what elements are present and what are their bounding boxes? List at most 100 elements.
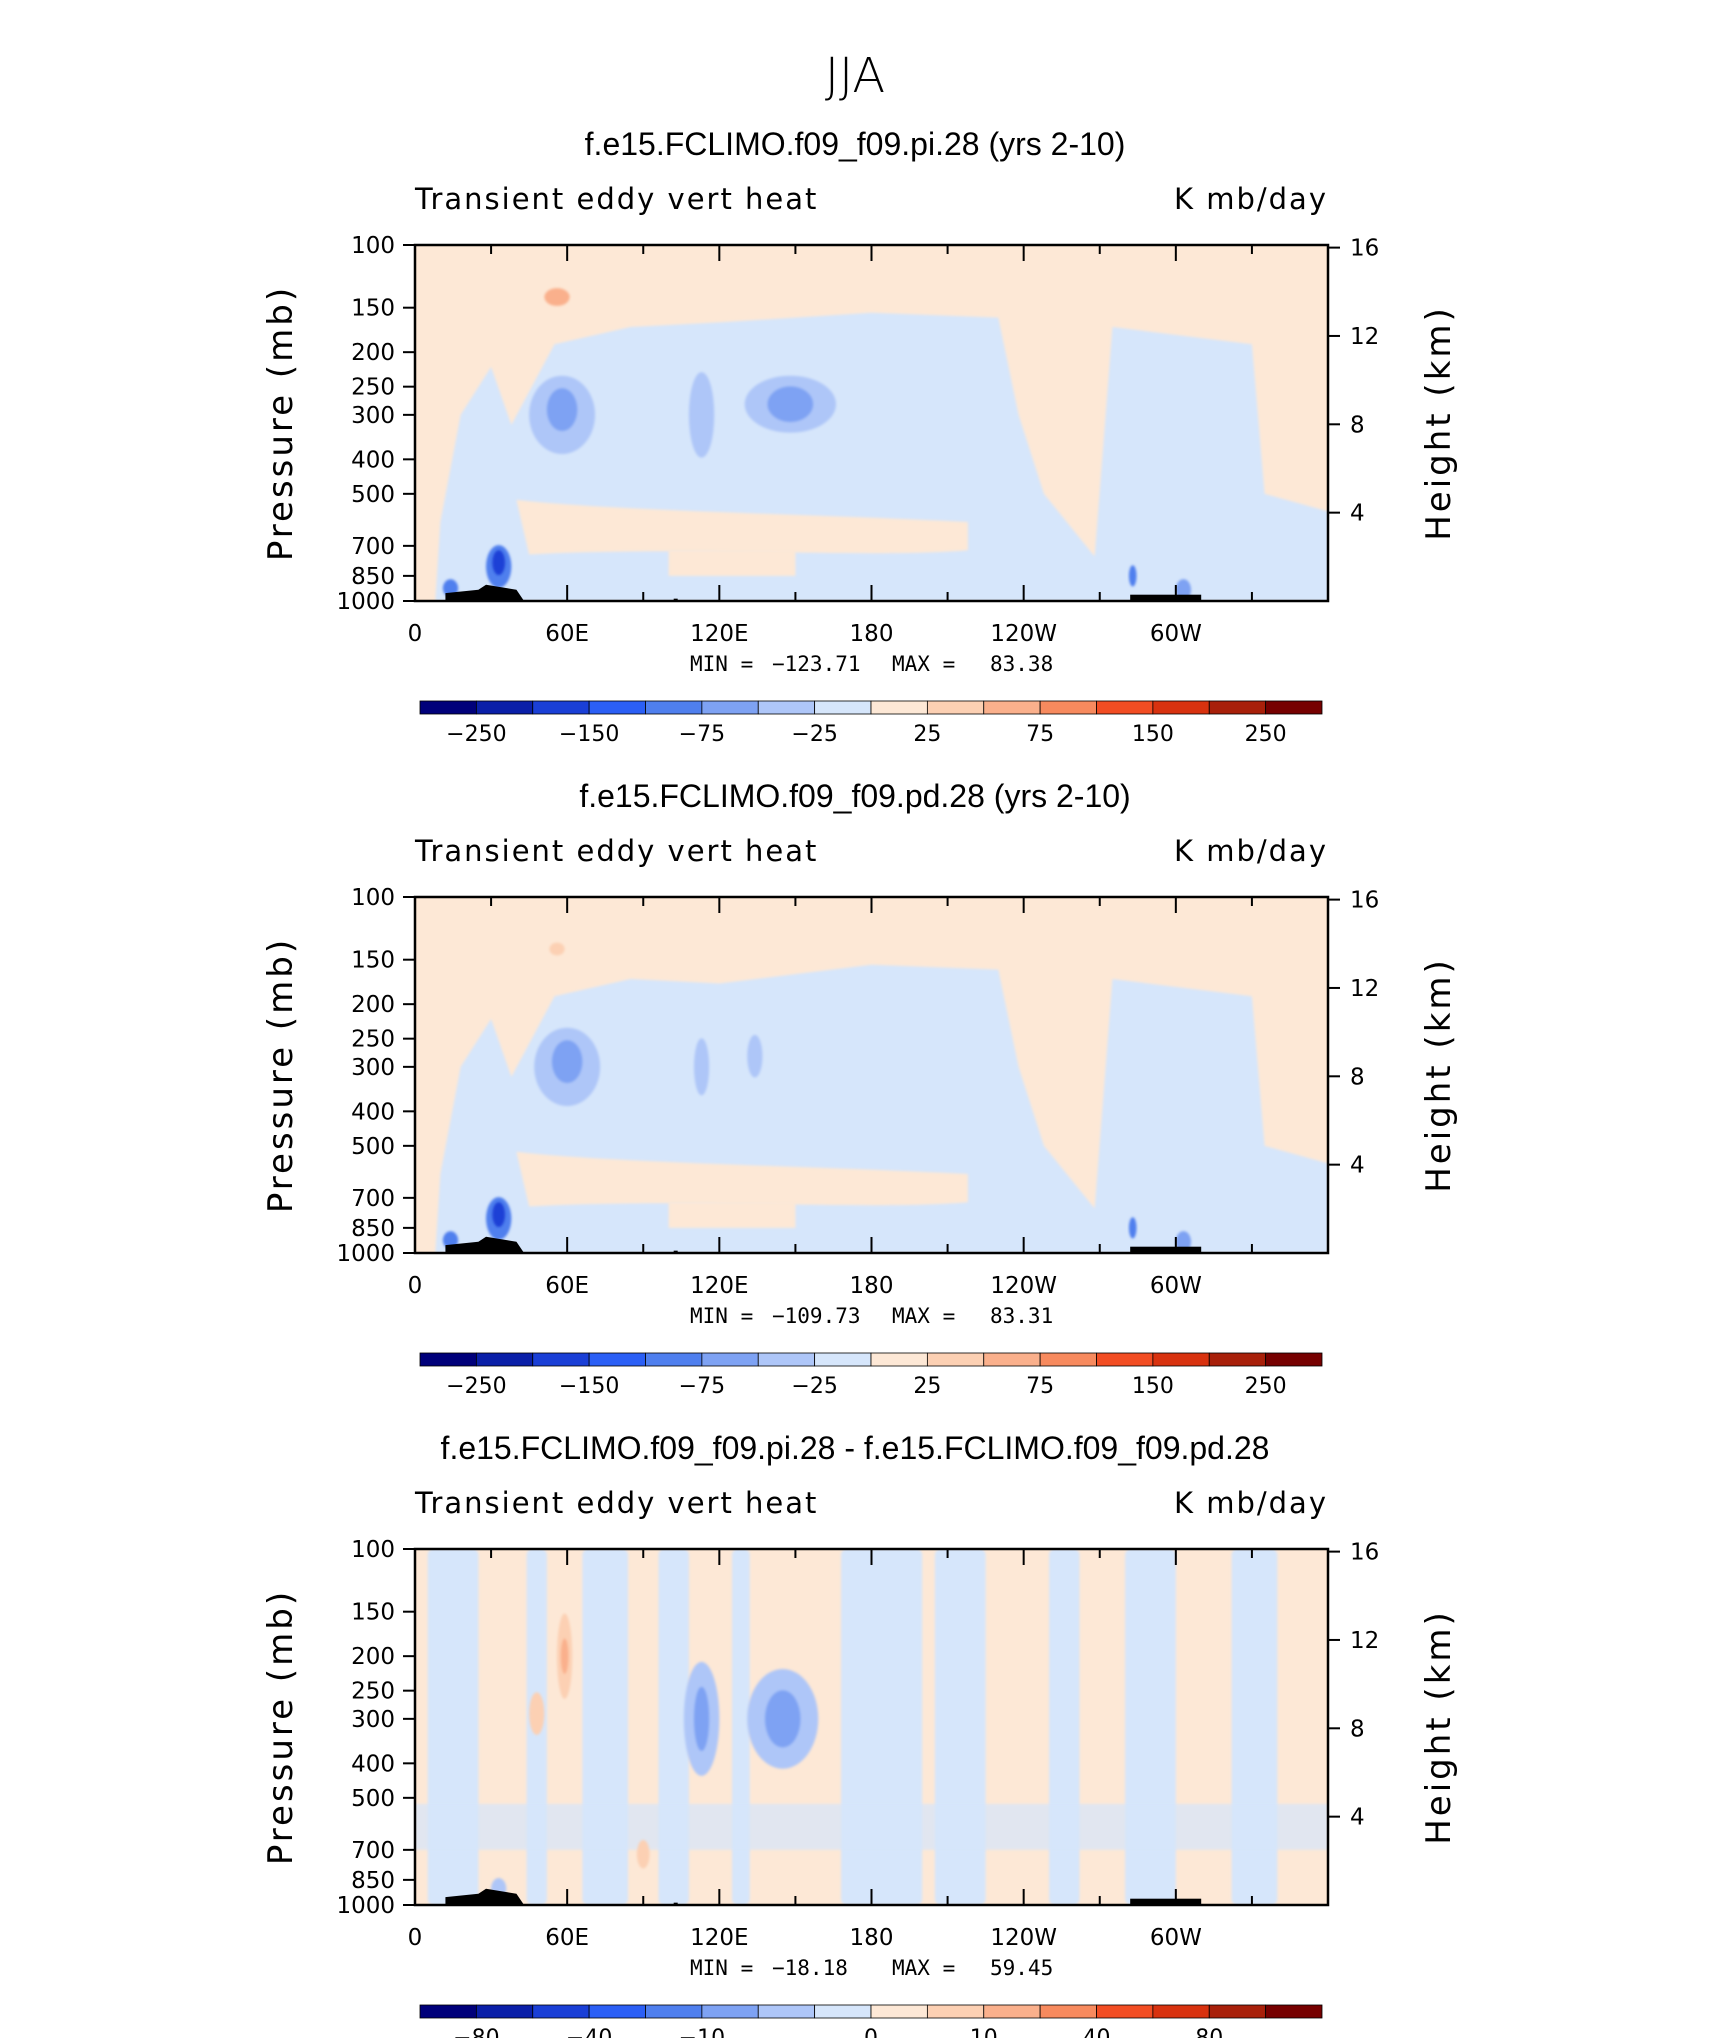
colorbar-label: −250: [446, 722, 506, 747]
topography-africa: [445, 584, 525, 601]
pressure-tick-label: 300: [351, 1707, 395, 1733]
colorbar-swatch: [588, 700, 646, 715]
colorbar-swatch: [1039, 700, 1097, 715]
lon-tick-label: 180: [850, 1925, 894, 1951]
topography-africa: [445, 1888, 525, 1905]
colorbar-swatch: [983, 2004, 1041, 2019]
colorbar-label: 40: [1083, 2026, 1111, 2038]
colorbar-swatch: [983, 1352, 1041, 1367]
colorbar-label: 75: [1026, 722, 1054, 747]
colorbar-label: −10: [679, 2026, 725, 2038]
colorbar-swatch: [475, 1352, 534, 1367]
height-tick-label: 12: [1350, 324, 1379, 350]
height-tick-label: 4: [1350, 1805, 1365, 1831]
min-label: MIN =: [690, 1304, 753, 1328]
left-label: Transient eddy vert heat: [414, 182, 818, 216]
colorbar-swatch: [645, 2004, 703, 2019]
left-label: Transient eddy vert heat: [414, 834, 818, 868]
colorbar-label: −150: [559, 1374, 619, 1399]
lon-tick-label: 120W: [990, 621, 1057, 647]
colorbar-label: −80: [453, 2026, 499, 2038]
colorbar-swatch: [870, 1352, 928, 1367]
panel-title: f.e15.FCLIMO.f09_f09.pi.28 (yrs 2-10): [585, 126, 1126, 162]
y-axis-title-right: Height (km): [1419, 957, 1459, 1193]
colorbar-swatch: [1208, 2004, 1267, 2019]
colorbar-swatch: [814, 1352, 872, 1367]
colorbar-swatch: [475, 2004, 534, 2019]
lon-tick-label: 180: [850, 1273, 894, 1299]
contour-field: [415, 245, 1328, 601]
topography-south-america: [1130, 1246, 1202, 1253]
colorbar-swatch: [1096, 1352, 1154, 1367]
colorbar-label: 10: [970, 2026, 998, 2038]
cell-pacific: [747, 1034, 763, 1078]
pressure-tick-label: 400: [351, 1099, 395, 1125]
pressure-tick-label: 850: [351, 564, 395, 590]
diff-band-negative: [427, 1549, 479, 1905]
colorbar-label: 150: [1132, 722, 1174, 747]
colorbar-label: −40: [566, 2026, 612, 2038]
min-label: MIN =: [690, 1956, 753, 1980]
pressure-tick-label: 500: [351, 482, 395, 508]
colorbar-swatch: [588, 1352, 646, 1367]
colorbar-swatch: [757, 2004, 816, 2019]
height-tick-label: 16: [1350, 236, 1379, 262]
lon-tick-label: 60W: [1150, 621, 1202, 647]
max-label: MAX =: [892, 1304, 955, 1328]
colorbar-swatch: [645, 1352, 703, 1367]
diff-band-negative: [1231, 1549, 1278, 1905]
cell-positive-upper: [544, 288, 570, 306]
colorbar-swatch: [1096, 2004, 1154, 2019]
pressure-tick-label: 400: [351, 1751, 395, 1777]
pressure-tick-label: 700: [351, 1838, 395, 1864]
lon-tick-label: 120E: [690, 1273, 748, 1299]
colorbar-label: −250: [446, 1374, 506, 1399]
diff-band-negative: [582, 1549, 629, 1905]
pressure-tick-label: 100: [351, 1537, 395, 1563]
colorbar-swatch: [701, 2004, 759, 2019]
min-value: −109.73: [772, 1304, 861, 1328]
cell-asia: [688, 372, 715, 458]
min-value: −123.71: [772, 652, 861, 676]
lon-tick-label: 120E: [690, 1925, 748, 1951]
diff-band-negative: [732, 1549, 750, 1905]
pressure-tick-label: 150: [351, 948, 395, 974]
pressure-tick-label: 500: [351, 1786, 395, 1812]
panel-3: f.e15.FCLIMO.f09_f09.pi.28 - f.e15.FCLIM…: [261, 1430, 1459, 2038]
colorbar-label: 25: [913, 1374, 941, 1399]
colorbar-swatch: [1265, 2004, 1323, 2019]
lon-tick-label: 60E: [545, 1925, 589, 1951]
pressure-tick-label: 200: [351, 340, 395, 366]
height-tick-label: 8: [1350, 1064, 1365, 1090]
cell-andes: [1128, 1217, 1137, 1239]
topography-africa: [445, 1236, 525, 1253]
lon-tick-label: 60W: [1150, 1925, 1202, 1951]
colorbar-swatch: [870, 2004, 928, 2019]
y-axis-title-right: Height (km): [1419, 305, 1459, 541]
topography-south-america: [1130, 594, 1202, 601]
colorbar-swatch: [983, 700, 1041, 715]
diff-band-negative: [934, 1549, 986, 1905]
lon-tick-label: 0: [408, 1925, 423, 1951]
diff-band-negative: [841, 1549, 923, 1905]
colorbar-swatch: [1152, 2004, 1210, 2019]
colorbar-swatch: [701, 1352, 759, 1367]
colorbar-swatch: [926, 2004, 985, 2019]
colorbar-swatch: [814, 700, 872, 715]
y-axis-title-left: Pressure (mb): [261, 937, 301, 1213]
pressure-tick-label: 300: [351, 403, 395, 429]
height-tick-label: 8: [1350, 412, 1365, 438]
contour-band-negative: [435, 312, 1328, 601]
units-label: K mb/day: [1174, 1486, 1328, 1520]
cell-positive-upper: [549, 942, 565, 956]
colorbar-swatch: [1265, 1352, 1323, 1367]
contour-field: [415, 1549, 1328, 1905]
colorbar-swatch: [926, 1352, 985, 1367]
colorbar-swatch: [926, 700, 985, 715]
height-tick-label: 12: [1350, 976, 1379, 1002]
lon-tick-label: 60E: [545, 1273, 589, 1299]
diff-cell-asia-inner: [693, 1686, 710, 1751]
colorbar-swatch: [1039, 1352, 1097, 1367]
colorbar-swatch: [419, 2004, 477, 2019]
